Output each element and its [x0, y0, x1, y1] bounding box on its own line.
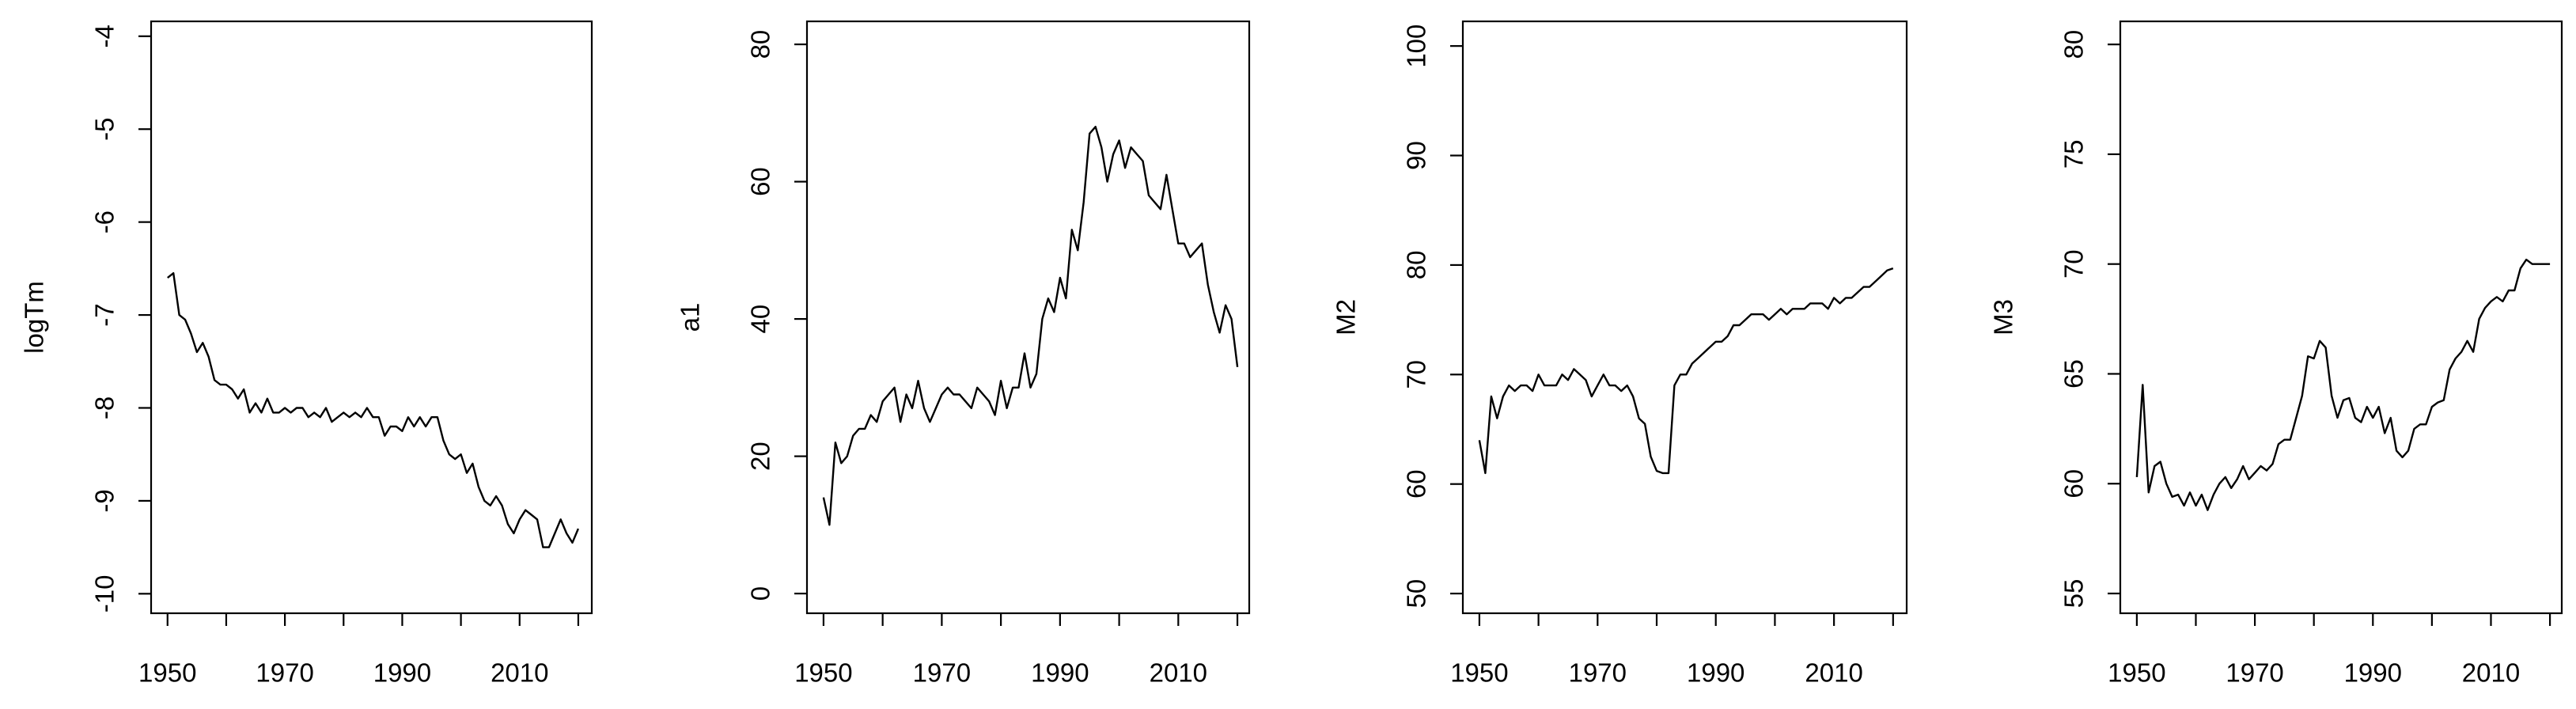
plot-frame: [805, 20, 1251, 615]
x-tick-label: 1950: [2108, 658, 2165, 688]
y-tick-label: 80: [746, 30, 775, 59]
y-tick-label: -7: [90, 303, 119, 326]
y-tick-label: 75: [2059, 140, 2089, 169]
y-tick-label: 90: [1402, 141, 1431, 170]
y-tick-label: 20: [746, 442, 775, 471]
y-tick-label: 65: [2059, 359, 2089, 389]
plot-frame: [2119, 20, 2563, 615]
y-tick-label: 50: [1402, 579, 1431, 609]
y-axis-label: logTm: [20, 281, 49, 354]
y-tick-label: -4: [90, 25, 119, 47]
plot-frame: [150, 20, 593, 615]
y-axis-label: M2: [1332, 299, 1361, 336]
y-tick-label: 40: [746, 305, 775, 334]
x-tick-label: 2010: [2462, 658, 2520, 688]
x-tick-label: 1970: [913, 658, 971, 688]
y-tick-label: -6: [90, 210, 119, 233]
y-tick-label: 60: [746, 167, 775, 196]
plot-frame: [1461, 20, 1908, 615]
x-tick-label: 1970: [2226, 658, 2283, 688]
y-tick-label: -8: [90, 396, 119, 419]
y-tick-label: -5: [90, 118, 119, 141]
x-tick-label: 1990: [1687, 658, 1744, 688]
x-tick-label: 1950: [1450, 658, 1508, 688]
y-tick-label: 80: [1402, 251, 1431, 280]
y-tick-label: 60: [1402, 469, 1431, 499]
y-tick-label: -10: [90, 574, 119, 612]
x-tick-label: 1990: [2344, 658, 2402, 688]
x-tick-label: 1990: [1031, 658, 1089, 688]
data-line: [822, 126, 1239, 526]
y-tick-label: 80: [2059, 30, 2089, 59]
x-tick-label: 1970: [256, 658, 313, 688]
y-tick-label: 60: [2059, 469, 2089, 499]
y-axis-label: a1: [676, 303, 705, 332]
x-tick-label: 2010: [491, 658, 548, 688]
y-tick-label: 100: [1402, 25, 1431, 68]
y-tick-label: -9: [90, 489, 119, 512]
data-line: [1478, 267, 1894, 475]
x-tick-label: 1970: [1569, 658, 1627, 688]
y-axis-label: M3: [1989, 299, 2018, 336]
y-tick-label: 55: [2059, 579, 2089, 609]
x-tick-label: 2010: [1805, 658, 1862, 688]
y-tick-label: 70: [2059, 249, 2089, 279]
x-tick-label: 1990: [373, 658, 431, 688]
data-line: [167, 272, 580, 548]
x-tick-label: 1950: [794, 658, 852, 688]
y-tick-label: 0: [746, 586, 775, 601]
y-tick-label: 70: [1402, 360, 1431, 389]
x-tick-label: 2010: [1150, 658, 1207, 688]
data-line: [2135, 258, 2551, 511]
x-tick-label: 1950: [138, 658, 196, 688]
